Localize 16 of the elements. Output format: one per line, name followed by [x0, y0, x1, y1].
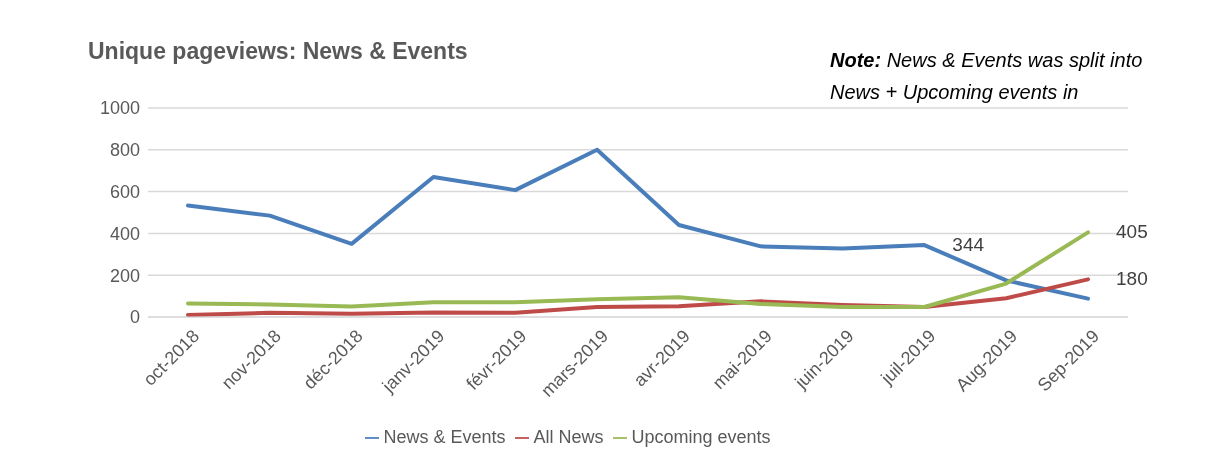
data-label: 180 — [1116, 268, 1148, 290]
y-tick-label: 1000 — [99, 98, 140, 119]
legend-label: News & Events — [383, 427, 506, 447]
data-label: 405 — [1116, 221, 1148, 243]
data-label: 344 — [952, 234, 985, 256]
legend-label: Upcoming events — [631, 427, 771, 447]
line-series — [186, 147, 1090, 301]
y-tick-label: 800 — [109, 140, 140, 161]
chart-title: Unique pageviews: News & Events — [88, 38, 468, 65]
text: Note: News & Events was split into News + Upcoming events in — [830, 49, 1143, 103]
line-series — [186, 230, 1090, 309]
y-tick-label: 600 — [109, 181, 140, 202]
y-tick-label: 200 — [109, 265, 140, 286]
y-tick-label: 400 — [109, 223, 140, 244]
legend-label: All News — [533, 427, 604, 447]
y-tick-label: 0 — [129, 307, 140, 328]
